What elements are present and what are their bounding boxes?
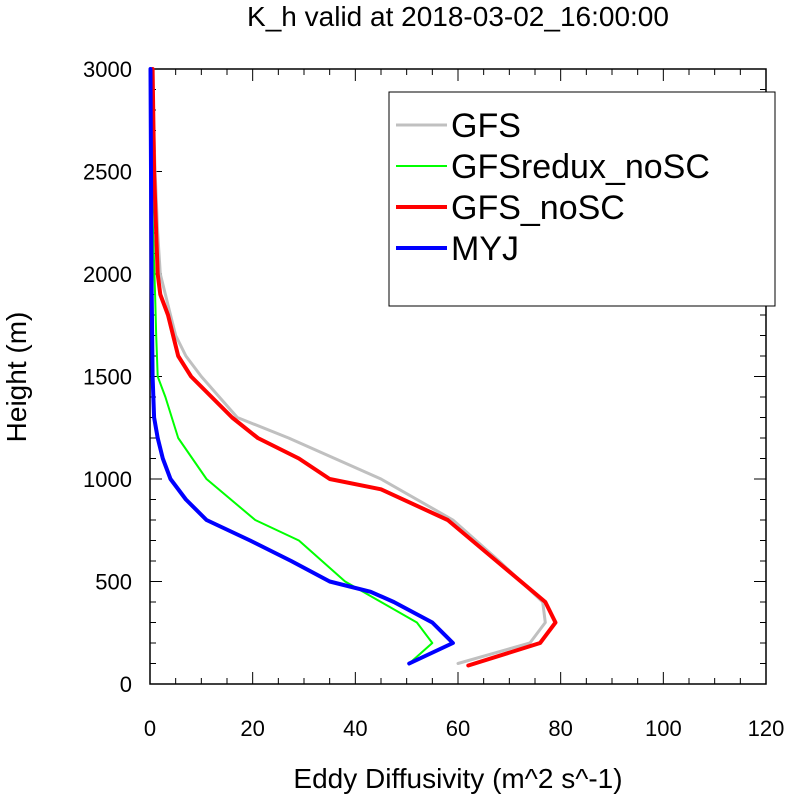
legend-box xyxy=(388,91,776,307)
x-axis-label: Eddy Diffusivity (m^2 s^-1) xyxy=(293,763,622,794)
legend-label: GFS_noSC xyxy=(451,189,625,227)
y-tick-label: 0 xyxy=(120,672,132,697)
x-tick-label: 100 xyxy=(645,716,682,741)
y-axis-label: Height (m) xyxy=(1,312,32,443)
y-tick-label: 3000 xyxy=(83,57,132,82)
x-tick-label: 40 xyxy=(343,716,367,741)
x-tick-label: 80 xyxy=(548,716,572,741)
series-line-myj xyxy=(148,67,455,666)
tick-labels: 0 20 40 60 80 100 120 0 500 1000 1500 2000 2500 3000 xyxy=(83,57,784,741)
legend-label: MYJ xyxy=(451,230,519,268)
x-tick-label: 0 xyxy=(144,716,156,741)
y-tick-label: 1000 xyxy=(83,467,132,492)
y-tick-label: 2500 xyxy=(83,160,132,185)
plot-frame xyxy=(149,68,767,685)
y-tick-label: 500 xyxy=(95,570,132,595)
y-tick-label: 1500 xyxy=(83,365,132,390)
series-line-gfsredux-nosc xyxy=(150,68,434,665)
x-tick-label: 60 xyxy=(446,716,470,741)
y-tick-label: 2000 xyxy=(83,262,132,287)
legend-label: GFS xyxy=(451,107,521,145)
x-tick-label: 20 xyxy=(240,716,264,741)
series-line-gfs-nosc xyxy=(150,67,558,668)
series-lines xyxy=(148,67,558,668)
chart-title: K_h valid at 2018-03-02_16:00:00 xyxy=(247,1,669,32)
x-tick-label: 120 xyxy=(748,716,785,741)
legend-label: GFSredux_noSC xyxy=(451,148,710,186)
